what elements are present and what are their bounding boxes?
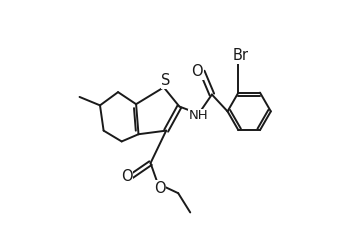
Text: S: S xyxy=(161,73,171,88)
Text: O: O xyxy=(191,64,203,79)
Text: O: O xyxy=(154,181,165,196)
Text: O: O xyxy=(121,169,132,184)
Text: Br: Br xyxy=(232,48,248,63)
Text: NH: NH xyxy=(188,109,208,122)
